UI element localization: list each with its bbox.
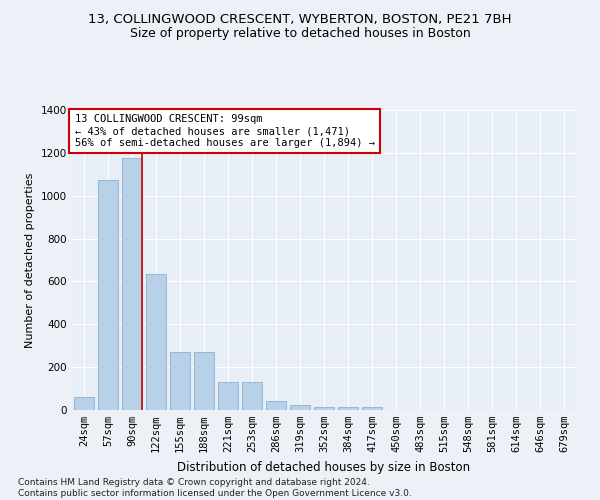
Bar	[170, 352, 190, 410]
X-axis label: Distribution of detached houses by size in Boston: Distribution of detached houses by size …	[178, 460, 470, 473]
Bar	[314, 407, 334, 410]
Y-axis label: Number of detached properties: Number of detached properties	[25, 172, 35, 348]
Text: 13 COLLINGWOOD CRESCENT: 99sqm
← 43% of detached houses are smaller (1,471)
56% : 13 COLLINGWOOD CRESCENT: 99sqm ← 43% of …	[74, 114, 374, 148]
Bar	[290, 404, 310, 410]
Bar	[194, 352, 214, 410]
Bar	[338, 407, 358, 410]
Text: Contains HM Land Registry data © Crown copyright and database right 2024.
Contai: Contains HM Land Registry data © Crown c…	[18, 478, 412, 498]
Text: Size of property relative to detached houses in Boston: Size of property relative to detached ho…	[130, 28, 470, 40]
Bar	[362, 407, 382, 410]
Bar	[146, 274, 166, 410]
Bar	[218, 382, 238, 410]
Bar	[74, 397, 94, 410]
Bar	[266, 402, 286, 410]
Bar	[122, 158, 142, 410]
Text: 13, COLLINGWOOD CRESCENT, WYBERTON, BOSTON, PE21 7BH: 13, COLLINGWOOD CRESCENT, WYBERTON, BOST…	[88, 12, 512, 26]
Bar	[98, 180, 118, 410]
Bar	[242, 382, 262, 410]
